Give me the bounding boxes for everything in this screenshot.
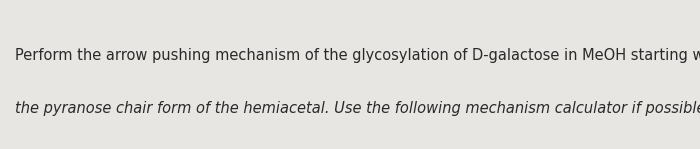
Text: Perform the arrow pushing mechanism of the glycosylation of D-galactose in MeOH : Perform the arrow pushing mechanism of t… bbox=[15, 48, 700, 63]
Text: the pyranose chair form of the hemiacetal. Use the following mechanism calculato: the pyranose chair form of the hemiaceta… bbox=[15, 101, 700, 116]
